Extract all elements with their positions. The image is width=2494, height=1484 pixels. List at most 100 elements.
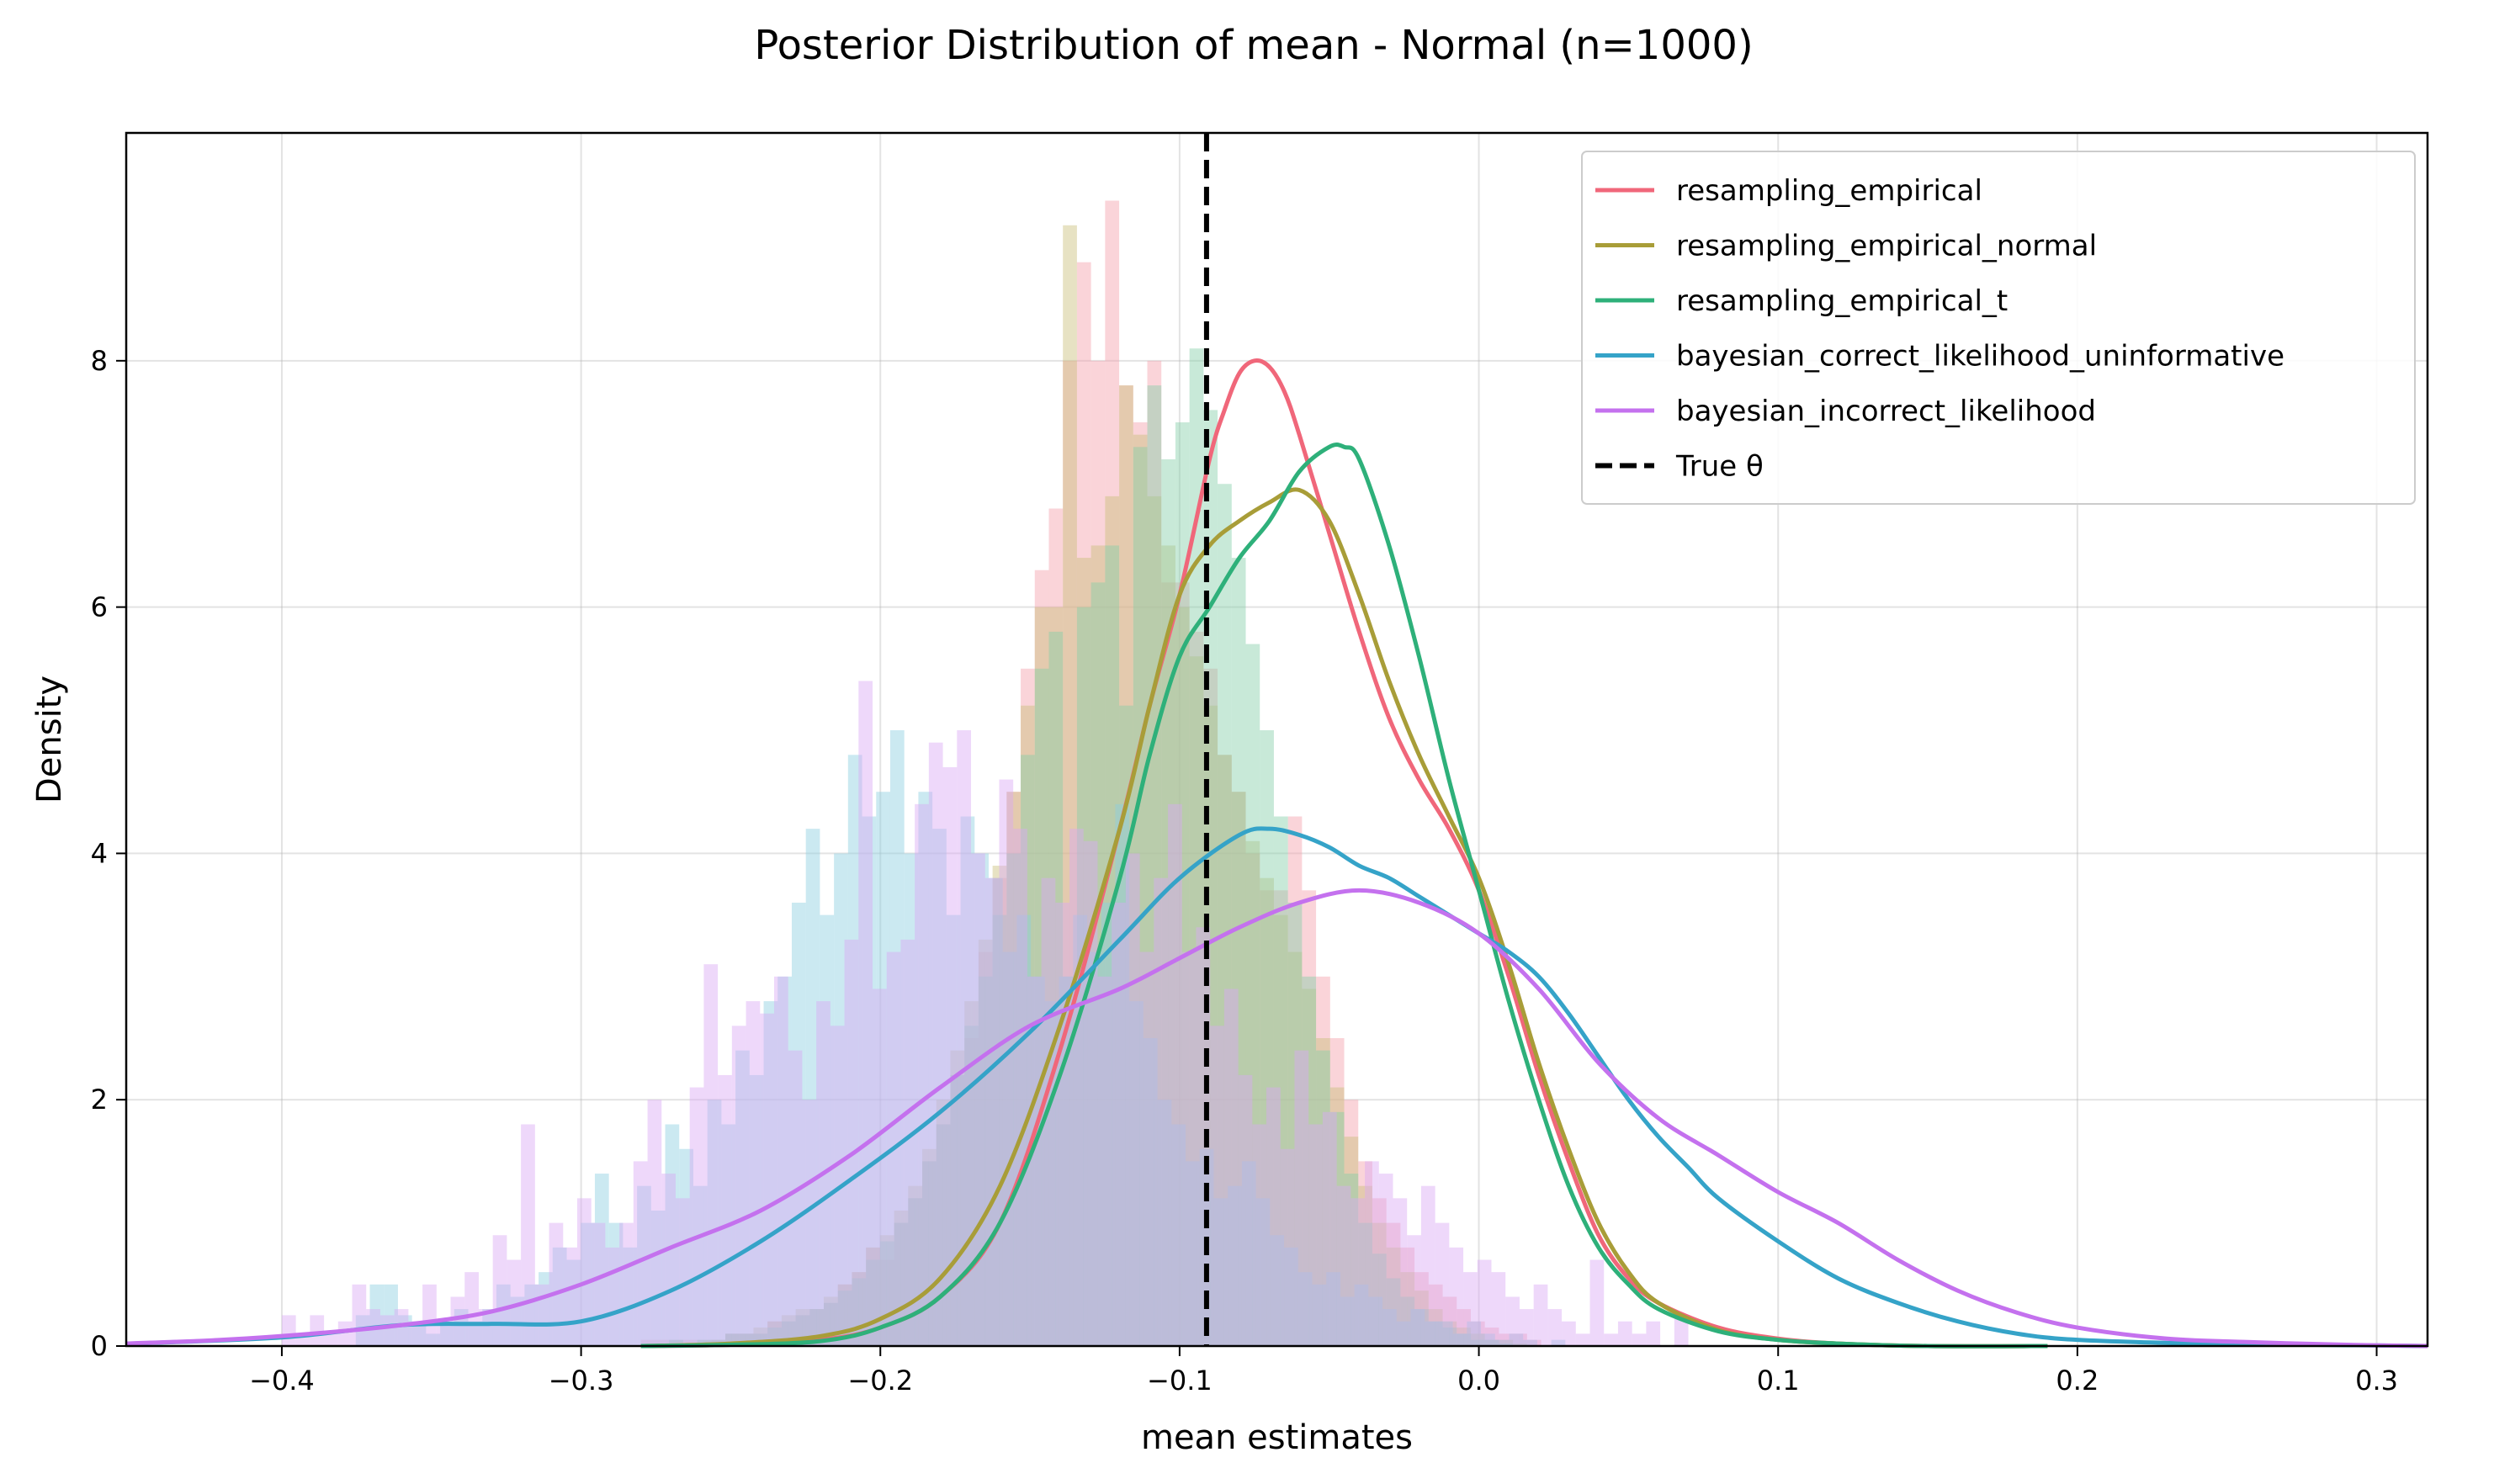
histogram-bar <box>1551 1339 1566 1346</box>
histogram-bar <box>1105 200 1120 1346</box>
histogram-bar <box>1105 496 1120 1346</box>
histogram-bar <box>1326 1272 1340 1346</box>
histogram-bar <box>1457 1328 1471 1346</box>
histogram-bar <box>1021 755 1035 1346</box>
histogram-bar <box>1287 951 1303 1346</box>
histogram-bar <box>960 816 975 1346</box>
histogram-bar <box>1484 1339 1499 1346</box>
histogram-bar <box>468 1321 483 1346</box>
legend-label: True θ <box>1675 450 1764 484</box>
histogram-bar <box>1477 1259 1492 1346</box>
histogram-bar <box>1646 1321 1661 1346</box>
histogram-bar <box>1101 902 1116 1346</box>
histogram-bar <box>718 1074 732 1346</box>
histogram-bar <box>411 1321 427 1346</box>
histogram-bar <box>1260 730 1274 1346</box>
histogram-bar <box>436 1321 451 1346</box>
histogram-bar <box>1021 668 1035 1346</box>
histogram-bar <box>1069 829 1084 1346</box>
histogram-bar <box>1302 890 1317 1346</box>
histogram-bar <box>1329 1087 1345 1346</box>
histogram-bar <box>1604 1333 1618 1346</box>
histogram-bar <box>1245 840 1260 1346</box>
histogram-bar <box>1260 877 1274 1346</box>
histogram-bar <box>1294 1050 1309 1346</box>
legend-item: resampling_empirical_t <box>1595 284 2008 318</box>
histogram-bar <box>1438 1321 1453 1346</box>
histogram-bar <box>549 1222 564 1346</box>
histogram-bar <box>581 1222 595 1346</box>
kde-line-bayesian-incorrect-likelihood <box>125 888 2428 1349</box>
histogram-bar <box>1006 853 1021 1346</box>
histogram-bar <box>337 1321 353 1346</box>
histogram-bar <box>946 914 961 1346</box>
histogram-bar <box>1245 644 1260 1346</box>
histogram-bar <box>1414 1291 1429 1346</box>
histogram-bar <box>1119 385 1133 1346</box>
histogram-bar <box>1505 1296 1520 1346</box>
histogram-bar <box>1297 1272 1313 1346</box>
histogram-bar <box>894 1222 909 1346</box>
histogram-bar <box>1034 668 1049 1346</box>
histogram-bar <box>1027 976 1042 1346</box>
histogram-bar <box>594 1174 609 1346</box>
plot-frame <box>125 131 2429 1348</box>
histogram-bar <box>992 914 1007 1346</box>
histogram-bar <box>384 1284 398 1346</box>
histogram-bar <box>1048 607 1064 1346</box>
histogram-bar <box>1499 1344 1514 1346</box>
x-tick-label: −0.1 <box>1147 1365 1213 1397</box>
histogram-bar <box>1428 1309 1443 1346</box>
histogram-bar <box>619 1222 634 1346</box>
histogram-bar <box>1470 1333 1485 1346</box>
histogram-bar <box>521 1124 535 1346</box>
x-tick-label: −0.3 <box>549 1365 614 1397</box>
histogram-bar <box>281 1315 296 1346</box>
histogram-bar <box>1499 1333 1514 1346</box>
histogram-bar <box>1063 360 1077 1346</box>
y-tick-label: 6 <box>91 591 108 623</box>
histogram-bar <box>379 1315 395 1346</box>
histogram-bar <box>1526 1339 1542 1346</box>
histogram-bar <box>950 1050 965 1346</box>
histogram-bar <box>1189 656 1204 1346</box>
histogram-bar <box>1449 1247 1464 1346</box>
histogram-bar <box>591 1222 606 1346</box>
histogram-bar <box>908 1198 923 1346</box>
histogram-bar <box>422 1284 437 1346</box>
x-tick-label: −0.4 <box>249 1365 315 1397</box>
histogram-bar <box>1457 1333 1471 1346</box>
histogram-bar <box>1350 1198 1366 1346</box>
histogram-bar <box>1322 1111 1337 1346</box>
histogram-bar <box>1133 447 1148 1347</box>
legend-item: resampling_empirical_normal <box>1595 230 2097 263</box>
histogram-bar <box>1386 1247 1401 1346</box>
histogram-bar <box>1076 262 1091 1347</box>
histogram-bar <box>647 1100 662 1346</box>
histogram-bar <box>496 1284 511 1346</box>
histogram-bar <box>908 1185 923 1346</box>
histogram-bayesian-correct-likelihood-uninformative <box>355 730 1566 1346</box>
histogram-bar <box>1302 976 1317 1346</box>
histogram-bar <box>450 1296 465 1346</box>
histogram-bar <box>922 1161 937 1346</box>
histogram-bar <box>1316 976 1330 1346</box>
histogram-bar <box>1467 1321 1482 1346</box>
histogram-bar <box>1218 484 1232 1346</box>
histogram-bar <box>1368 1296 1383 1346</box>
histogram-bar <box>707 1100 722 1346</box>
histogram-bar <box>1231 558 1246 1346</box>
histogram-bar <box>1499 1339 1514 1346</box>
histogram-bar <box>879 1241 894 1346</box>
histogram-bar <box>1189 348 1204 1347</box>
histogram-bar <box>928 742 943 1346</box>
histogram-bar <box>1340 1296 1355 1346</box>
histogram-bar <box>735 1050 750 1346</box>
histogram-bar <box>1284 1247 1298 1346</box>
histogram-bar <box>661 1174 676 1346</box>
histogram-bar <box>1260 890 1274 1346</box>
histogram-bar <box>1048 631 1064 1346</box>
histogram-bar <box>1414 1272 1429 1346</box>
histogram-bar <box>1382 1309 1397 1346</box>
histogram-bar <box>1358 1222 1372 1346</box>
